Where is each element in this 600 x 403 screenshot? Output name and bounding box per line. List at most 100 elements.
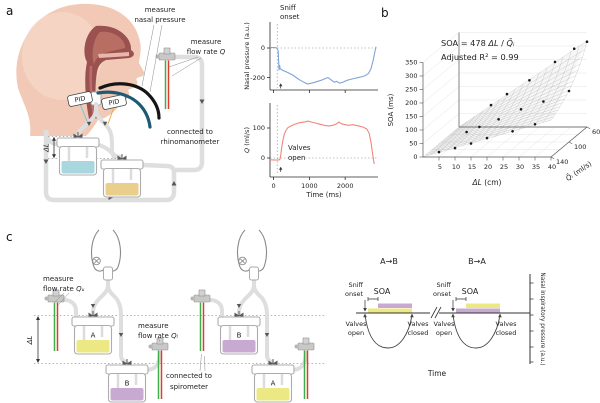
measure-flow-upper-1: measure [43, 275, 74, 283]
bottle-b-label: B [237, 332, 242, 340]
measure-flow-lower-1: measure [138, 322, 169, 330]
svg-text:open: open [436, 329, 452, 337]
valves-open-annotation-2: open [288, 154, 305, 162]
svg-text:250: 250 [405, 86, 417, 94]
svg-text:300: 300 [405, 72, 417, 80]
measure-flow-label-2: flow rate Q [187, 48, 226, 56]
panel-a-illustration: ΔL PID PID [16, 3, 226, 203]
odor-a-bar [368, 308, 412, 313]
bottles [55, 130, 145, 199]
valves-open-annotation-1: Valves [288, 144, 311, 152]
measure-nasal-label-2: nasal pressure [134, 16, 185, 24]
flow-rate-plot: 100 0 0 1000 2000 Valves open Q (ml/s) Time… [243, 103, 378, 199]
odor-a-bar [466, 303, 500, 308]
connected-spirometer-label: connected to spirometer [166, 353, 212, 391]
pid-detectors: PID PID [67, 91, 127, 125]
nasal-pressure-y-ticks: 0 -200 [250, 44, 270, 82]
svg-text:Sniff: Sniff [436, 281, 451, 289]
svg-text:50: 50 [409, 140, 417, 148]
head-illustration [16, 3, 145, 137]
nasal-inspiratory-pressure-label: Nasal inspiratory pressure (a.u.) [539, 272, 545, 365]
svg-text:closed: closed [408, 329, 429, 337]
svg-text:0: 0 [261, 154, 265, 162]
svg-text:100: 100 [574, 143, 586, 151]
svg-text:0: 0 [272, 182, 276, 190]
surface-mesh [422, 40, 588, 158]
nasal-pressure-trace [270, 46, 377, 85]
delta-l-axis-label: ΔL (cm) [472, 178, 502, 187]
upper-flow-sensor [189, 289, 211, 352]
soa-brackets [367, 297, 467, 301]
svg-text:open: open [348, 329, 364, 337]
panel-b-label: b [381, 6, 389, 20]
svg-text:SOA: SOA [462, 287, 479, 296]
connected-rhinomanometer-1: connected to [167, 128, 213, 136]
svg-text:100: 100 [405, 126, 417, 134]
svg-text:1000: 1000 [301, 182, 318, 190]
sniff-onset-annotation-2: onset [280, 13, 300, 21]
svg-text:closed: closed [496, 329, 517, 337]
axis-break-icon [430, 306, 442, 319]
svg-text:350: 350 [405, 59, 417, 67]
pressure-sampling-tubes [96, 82, 161, 129]
svg-text:onset: onset [433, 290, 451, 298]
sniff-curve-ba [451, 300, 502, 349]
connected-rhinomanometer-2: rhinomanometer [161, 138, 220, 146]
svg-text:60: 60 [592, 128, 600, 136]
bottle-a-liquid [256, 388, 290, 401]
nasal-pressure-x-ticks [273, 90, 346, 93]
flow-rate-trace [269, 120, 375, 165]
bottle-b-liquid [222, 340, 256, 353]
measure-flow-upper-2: flow rate Qᵤ [43, 285, 85, 293]
pid-right-label: PID [108, 97, 120, 107]
odor-b-bar [456, 308, 500, 313]
svg-text:Valves: Valves [434, 320, 456, 328]
nasal-pressure-axis-label: Nasal pressure (a.u.) [243, 22, 251, 90]
svg-text:spirometer: spirometer [170, 383, 208, 391]
condition-ba-label: B→A [468, 257, 486, 266]
valve-open-marker [279, 166, 283, 172]
yellow-liquid [105, 183, 139, 196]
svg-text:20: 20 [484, 163, 492, 171]
measure-flow-label-1: measure [191, 38, 222, 46]
head-shading [22, 12, 102, 100]
bottle-b-label: B [125, 380, 130, 388]
flow-x-ticks: 0 1000 2000 [272, 177, 354, 190]
odor-bars [368, 303, 500, 313]
flow-axis-label: Q (ml/s) [243, 127, 251, 153]
delta-l-label: ΔL [26, 336, 34, 346]
svg-text:25: 25 [500, 163, 508, 171]
sniff-onset-annotation-1: Sniff [280, 4, 296, 12]
upper-flow-sensor [43, 289, 65, 352]
flow-sensor [154, 47, 176, 110]
bottle-b-liquid [110, 388, 144, 401]
flow-y-ticks: 100 0 [253, 124, 270, 162]
svg-text:-200: -200 [250, 74, 265, 82]
svg-text:35: 35 [532, 163, 540, 171]
panel-c-label: c [6, 230, 13, 244]
panel-a-plots: 0-200 Sniff onset Nasal pressure (a.u.) … [243, 4, 378, 199]
panel-a-text-labels: measure nasal pressure measure flow rate… [134, 6, 225, 146]
odor-b-bar [378, 303, 412, 308]
bottle-a-label: A [91, 332, 96, 340]
nasal-pressure-plot: 0 -200 Sniff onset Nasal pressure (a.u.) [243, 4, 378, 93]
sniff-curve-ab [363, 300, 414, 349]
delta-l-annotation: ΔL [26, 315, 326, 364]
svg-text:5: 5 [438, 163, 442, 171]
svg-text:150: 150 [405, 113, 417, 121]
surface-formula: SOA = 478 ΔL / Q̄ᵢ [441, 38, 515, 48]
measure-flow-lower-2: flow rate Qₗ [138, 332, 179, 340]
svg-text:30: 30 [516, 163, 524, 171]
svg-text:2000: 2000 [337, 182, 354, 190]
soa-axis-label: SOA (ms) [387, 93, 395, 126]
svg-text:100: 100 [253, 124, 265, 132]
pid-left-label: PID [74, 94, 86, 104]
time-label: Time [427, 369, 447, 378]
svg-text:140: 140 [556, 158, 568, 166]
valve-open-marker [279, 83, 283, 89]
setup-a-to-b: A B measure flow rate Qᵤ measure flow ra… [43, 229, 179, 403]
nasal-pressure-axis: Nasal inspiratory pressure (a.u.) [529, 272, 545, 366]
